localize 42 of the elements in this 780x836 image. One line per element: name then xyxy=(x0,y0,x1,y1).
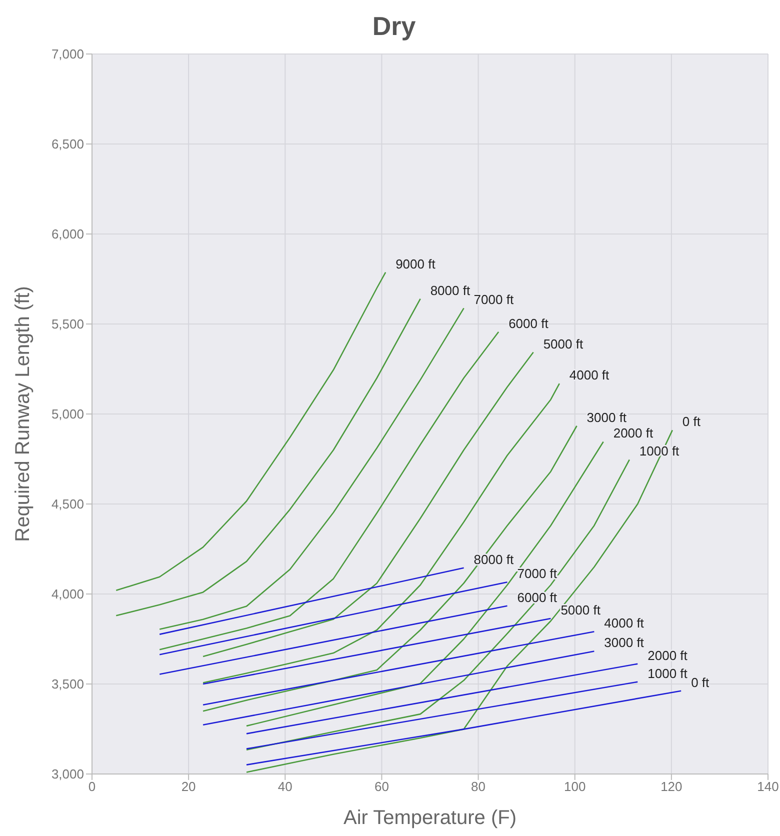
line-series xyxy=(115,272,386,592)
y-tick-label: 6,500 xyxy=(51,136,84,152)
line-series xyxy=(202,382,560,684)
line-series xyxy=(246,441,604,727)
x-tick-label: 0 xyxy=(88,779,96,794)
series-label: 5000 ft xyxy=(560,602,601,618)
series-label: 2000 ft xyxy=(648,648,688,663)
line-series xyxy=(158,308,464,630)
series-label: 3000 ft xyxy=(586,410,627,425)
x-tick-label: 60 xyxy=(374,779,389,794)
y-tick-label: 6,000 xyxy=(51,226,84,242)
x-tick-label: 80 xyxy=(471,779,486,794)
series-label: 0 ft xyxy=(691,674,710,690)
series-label: 4000 ft xyxy=(569,368,610,383)
x-tick-label: 20 xyxy=(181,779,196,794)
y-tick-label: 3,500 xyxy=(51,676,84,692)
series-label: 7000 ft xyxy=(517,566,558,582)
x-tick-label: 140 xyxy=(757,779,779,794)
series-label: 1000 ft xyxy=(648,666,688,681)
x-tick-label: 100 xyxy=(564,779,586,794)
y-tick-label: 3,000 xyxy=(51,766,84,782)
y-tick-label: 4,000 xyxy=(51,586,84,602)
series-label: 8000 ft xyxy=(430,282,470,298)
line-series xyxy=(246,459,630,751)
line-series xyxy=(115,298,421,616)
y-tick-label: 7,000 xyxy=(51,46,84,62)
series-label: 4000 ft xyxy=(604,616,644,631)
x-tick-label: 120 xyxy=(660,779,682,794)
x-tick-label: 40 xyxy=(278,779,292,794)
series-label: 3000 ft xyxy=(604,635,644,650)
y-tick-label: 5,500 xyxy=(51,316,84,332)
x-axis-title: Air Temperature (F) xyxy=(343,807,517,829)
y-tick-label: 5,000 xyxy=(51,406,84,422)
series-label: 5000 ft xyxy=(543,336,584,352)
series-label: 7000 ft xyxy=(474,292,514,308)
y-axis-title: Required Runway Length (ft) xyxy=(12,286,34,542)
y-tick-label: 4,500 xyxy=(51,496,84,512)
series-label: 2000 ft xyxy=(613,426,654,441)
chart-title: Dry xyxy=(371,10,417,43)
series-label: 9000 ft xyxy=(396,256,436,272)
series-label: 6000 ft xyxy=(508,316,549,331)
series-label: 0 ft xyxy=(682,414,701,430)
